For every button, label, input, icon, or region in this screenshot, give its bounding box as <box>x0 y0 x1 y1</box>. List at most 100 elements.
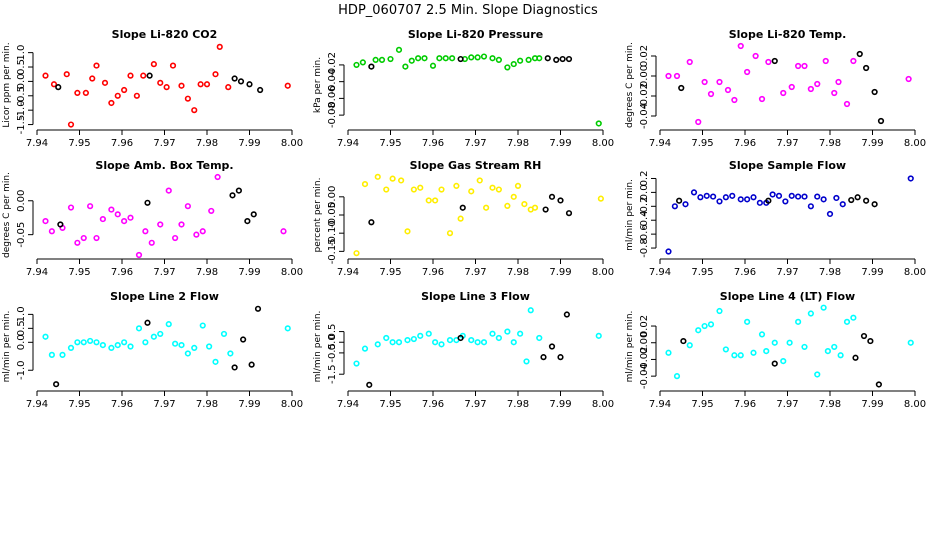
panel-4-x-tick-label: 7.95 <box>68 267 90 278</box>
panel-7-point-cyan <box>284 325 291 332</box>
panel-6-point-black <box>676 197 683 204</box>
panel-7-point-cyan <box>191 344 198 351</box>
panel-3-point-magenta <box>695 118 702 126</box>
panel-2-point-green <box>510 60 517 68</box>
panel-3-point-magenta <box>850 57 857 65</box>
panel-1-point-red <box>284 82 291 89</box>
panel-6-point-blue <box>716 198 723 205</box>
panel-6-point-blue <box>839 201 846 208</box>
panel-1-y-tick-label: 0.0 <box>16 73 27 89</box>
panel-1-y-tick-label: -0.5 <box>16 86 27 106</box>
panel-3-point-magenta <box>788 83 795 91</box>
panel-6-point-blue <box>833 194 840 202</box>
panel-2-point-green <box>378 56 386 63</box>
panel-7-point-cyan <box>178 342 185 349</box>
panel-5-point-yellow <box>476 177 483 184</box>
panel-5-point-yellow <box>504 202 511 210</box>
panel-5-point-yellow <box>495 186 502 193</box>
panel-8-point-black <box>366 381 373 388</box>
panel-9-point-cyan <box>737 352 744 359</box>
panel-8-y-tick-label: -1.5 <box>327 364 338 384</box>
panel-8-point-cyan <box>361 345 369 352</box>
panel-2-point-green <box>436 55 443 62</box>
panel-2-point-green <box>536 55 543 62</box>
panel-4-x-tick-label: 7.97 <box>153 267 175 278</box>
panel-8-x-tick-label: 7.97 <box>464 399 486 410</box>
panel-7-point-cyan <box>121 339 128 346</box>
panel-2-point-green <box>359 59 366 66</box>
panel-2-point-black <box>553 56 560 63</box>
panel-4-point-magenta <box>67 204 75 211</box>
panel-3-point-black <box>863 64 870 72</box>
panel-3-x-tick-label: 8.00 <box>904 138 926 149</box>
panel-1-point-red <box>114 92 121 99</box>
panel-3-point-magenta <box>835 78 842 86</box>
panel-8-y-tick-label: -0.5 <box>327 343 338 363</box>
panel-1-point-red <box>121 86 128 94</box>
panel-3-point-magenta <box>707 90 715 98</box>
panel-6-point-blue <box>737 196 744 203</box>
panel-1-x-tick-label: 7.97 <box>153 138 175 149</box>
panel-8-point-cyan <box>417 332 424 339</box>
panel-4-point-black <box>57 221 64 228</box>
panel-9-point-cyan <box>843 318 851 325</box>
panel-9-point-cyan <box>807 310 814 317</box>
panel-1-point-red <box>74 89 81 97</box>
panel-7-y-tick-label: 1.0 <box>16 306 27 322</box>
panel-4-point-magenta <box>184 203 191 210</box>
panel-3-point-black <box>856 50 863 58</box>
panel-5-point-yellow <box>483 204 490 211</box>
panel-9-point-cyan <box>780 358 787 365</box>
panel-5-y-tick-label: -0.05 <box>327 202 338 228</box>
panel-1-point-red <box>63 71 70 78</box>
panel-2-x-tick-label: 7.99 <box>549 138 571 149</box>
panel-2-point-black <box>565 55 573 63</box>
panel-4-point-magenta <box>93 234 100 242</box>
panel-6-point-blue <box>782 198 789 205</box>
panel-7-point-cyan <box>220 330 228 338</box>
panel-4-point-magenta <box>165 187 172 194</box>
panel-7-point-cyan <box>227 350 234 357</box>
panel-6-point-blue <box>703 192 710 199</box>
panel-5-point-yellow <box>398 177 405 184</box>
panel-8-point-cyan <box>446 337 454 344</box>
panel-5-y-label: percent per min. <box>313 178 323 253</box>
panel-2-point-green <box>429 62 437 69</box>
panel-6-x-tick-label: 7.97 <box>776 267 798 278</box>
panel-1-x-tick-label: 8.00 <box>281 138 303 149</box>
panel-4-y-label: degrees C per min. <box>2 172 12 258</box>
panel-7-point-cyan <box>184 350 191 357</box>
panel-6-point-blue <box>697 194 704 201</box>
panel-9-point-cyan <box>837 352 844 359</box>
panel-1-point-black <box>237 78 245 85</box>
panel-2-point-green <box>408 57 415 64</box>
panel-1-point-black <box>231 75 238 82</box>
panel-6-x-tick-label: 8.00 <box>904 267 926 278</box>
panel-7-x-tick-label: 8.00 <box>281 399 303 410</box>
panel-1-point-red <box>212 71 219 78</box>
panel-6-x-tick-label: 7.98 <box>819 267 841 278</box>
panel-6-point-blue <box>710 193 717 200</box>
panel-2-y-tick-label: -0.08 <box>327 102 338 128</box>
panel-7-point-cyan <box>157 330 164 338</box>
panel-6-y-tick-label: 0.2 <box>639 171 650 187</box>
panel-1-point-red <box>203 81 211 88</box>
panel-9-point-cyan <box>673 373 681 380</box>
panel-7-point-cyan <box>67 344 75 351</box>
panel-3-y-tick-label: 0.00 <box>639 65 650 87</box>
panel-5-point-black <box>459 204 466 211</box>
panel-2-point-green <box>495 56 502 63</box>
panel-2-point-green <box>468 54 475 61</box>
panel-6-point-blue <box>775 192 783 199</box>
panel-8-x-tick-label: 8.00 <box>592 399 614 410</box>
panel-7-x-tick-label: 7.98 <box>196 399 218 410</box>
panel-4-point-magenta <box>42 218 49 225</box>
panel-3-x-tick-label: 7.99 <box>861 138 883 149</box>
panel-7-point-cyan <box>48 351 55 358</box>
panel-8-point-cyan <box>389 339 396 346</box>
panel-3-x-tick-label: 7.95 <box>691 138 713 149</box>
panel-1-x-tick-label: 7.95 <box>68 138 90 149</box>
panel-2-point-green <box>395 46 403 53</box>
panel-7-y-tick-label: 0.0 <box>16 334 27 350</box>
panel-9-point-cyan <box>763 347 770 355</box>
